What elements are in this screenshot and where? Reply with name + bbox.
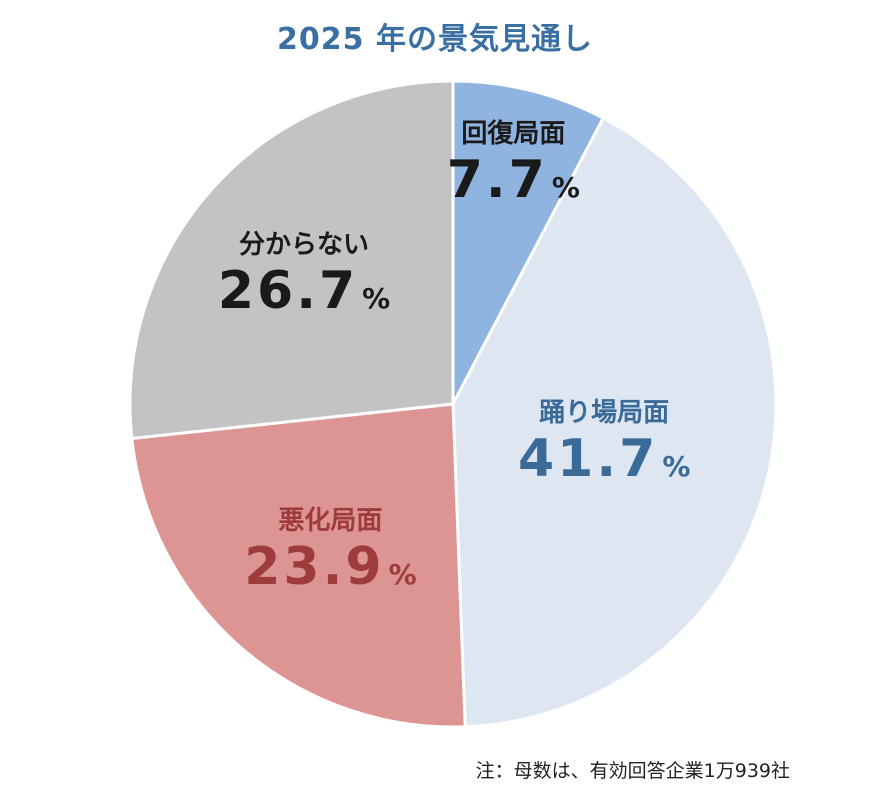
slice-unit: % [551,171,580,205]
chart-title: 2025 年の景気見通し [277,22,593,57]
slice-label-1: 回復局面 7.7% [447,113,580,210]
slice-name: 分からない [239,230,370,261]
pie-slice-3 [130,402,467,729]
slice-unit: % [362,282,391,316]
slice-name: 踊り場局面 [539,398,670,429]
slice-name: 回復局面 [461,119,566,150]
slice-unit: % [662,450,691,484]
slice-name: 悪化局面 [278,505,383,536]
slice-value: 7.7 [446,150,548,211]
pie-slice-1 [451,79,606,405]
pie-slice-4 [128,79,455,441]
slice-label-2: 踊り場局面 41.7% [518,392,690,489]
slice-value: 26.7 [217,261,359,322]
slice-value: 41.7 [518,429,659,490]
slice-label-3: 悪化局面 23.9% [244,500,416,597]
pie-slice-2 [451,116,778,729]
slice-value: 23.9 [244,536,385,597]
footnote: 注：母数は、有効回答企業1万939社 [475,760,790,782]
slice-label-4: 分からない 26.7% [218,224,390,321]
slice-unit: % [388,557,417,591]
